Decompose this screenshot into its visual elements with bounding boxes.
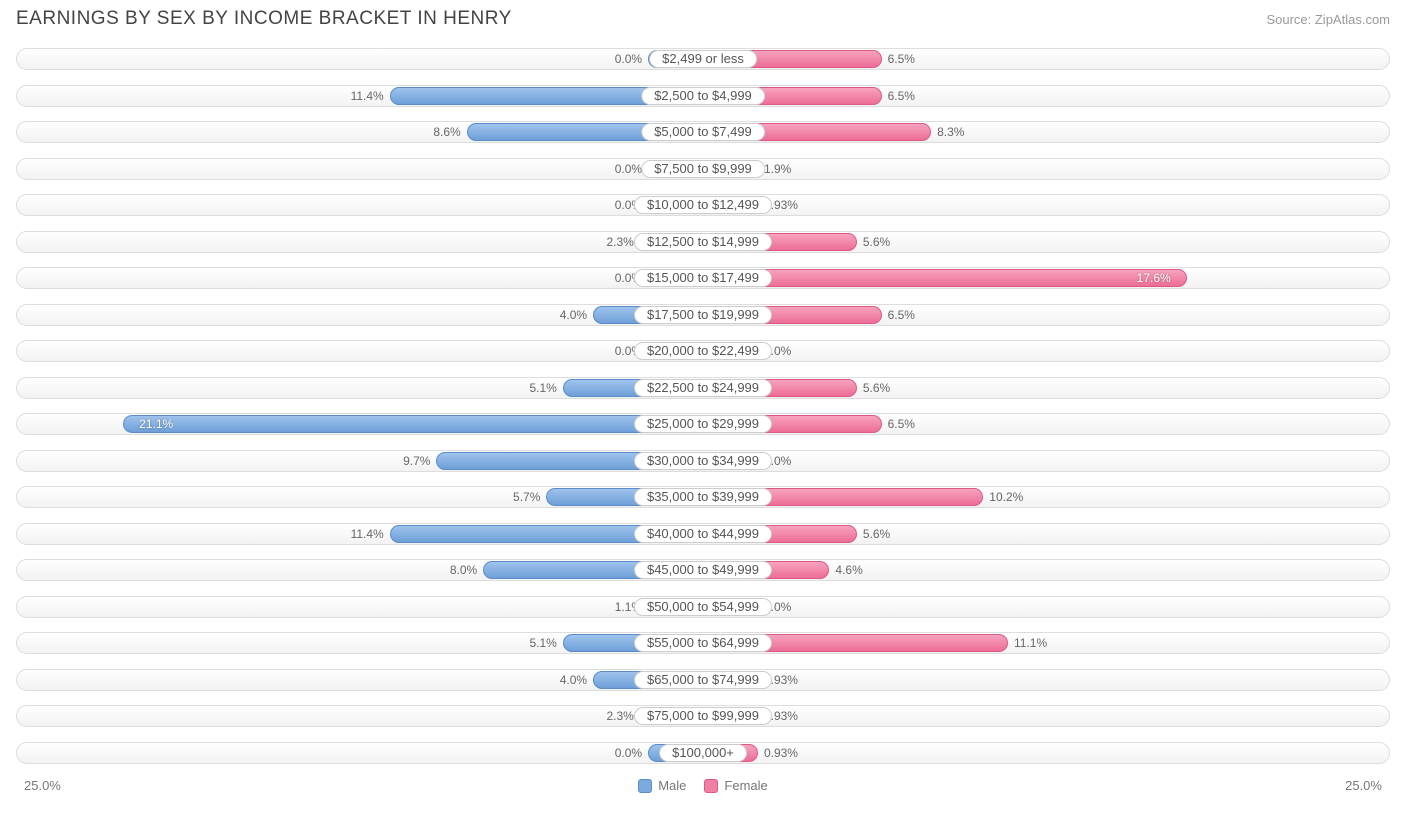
female-pct-label: 5.6% [863, 233, 890, 251]
bracket-label: $2,500 to $4,999 [641, 87, 765, 105]
chart-row: $15,000 to $17,4990.0%17.6% [16, 261, 1390, 296]
bracket-label: $22,500 to $24,999 [634, 379, 772, 397]
bracket-label: $25,000 to $29,999 [634, 415, 772, 433]
female-pct-label: 6.5% [888, 415, 915, 433]
chart-row: $10,000 to $12,4990.0%0.93% [16, 188, 1390, 223]
chart-row: $50,000 to $54,9991.1%0.0% [16, 590, 1390, 625]
female-pct-label: 1.9% [764, 160, 791, 178]
legend-female: Female [704, 778, 767, 793]
female-pct-label: 5.6% [863, 379, 890, 397]
male-pct-label: 9.7% [403, 452, 430, 470]
chart-row: $75,000 to $99,9992.3%0.93% [16, 699, 1390, 734]
legend-male: Male [638, 778, 686, 793]
chart-row: $20,000 to $22,4990.0%0.0% [16, 334, 1390, 369]
chart-row: $55,000 to $64,999 5.1% 11.1% [16, 626, 1390, 661]
bracket-label: $5,000 to $7,499 [641, 123, 765, 141]
male-pct-label: 4.0% [560, 671, 587, 689]
male-pct-label: 0.0% [615, 744, 642, 762]
chart-body: $2,499 or less 0.0% 6.5% $2,500 to $4,999 11… [0, 42, 1406, 770]
female-pct-label: 6.5% [888, 306, 915, 324]
bracket-label: $75,000 to $99,999 [634, 707, 772, 725]
female-pct-label: 5.6% [863, 525, 890, 543]
female-pct-label: 10.2% [989, 488, 1023, 506]
bracket-label: $45,000 to $49,999 [634, 561, 772, 579]
bracket-label: $40,000 to $44,999 [634, 525, 772, 543]
chart-header: EARNINGS BY SEX BY INCOME BRACKET IN HEN… [0, 0, 1406, 42]
bracket-label: $10,000 to $12,499 [634, 196, 772, 214]
chart-source: Source: ZipAtlas.com [1266, 12, 1390, 27]
chart-row: $7,500 to $9,9990.0% 1.9% [16, 152, 1390, 187]
chart-row: $30,000 to $34,9999.7%0.0% [16, 444, 1390, 479]
chart-title: EARNINGS BY SEX BY INCOME BRACKET IN HEN… [16, 8, 512, 30]
bracket-label: $15,000 to $17,499 [634, 269, 772, 287]
chart-row: $2,499 or less 0.0% 6.5% [16, 42, 1390, 77]
male-bar [123, 415, 703, 433]
female-pct-label: 0.93% [764, 744, 798, 762]
chart-row: $12,500 to $14,9992.3% 5.6% [16, 225, 1390, 260]
chart-row: $25,000 to $29,999 21.1% 6.5% [16, 407, 1390, 442]
chart-row: $35,000 to $39,999 5.7% 10.2% [16, 480, 1390, 515]
bracket-label: $2,499 or less [649, 50, 757, 68]
bracket-label: $35,000 to $39,999 [634, 488, 772, 506]
female-pct-label: 8.3% [937, 123, 964, 141]
male-pct-label: 5.1% [530, 379, 557, 397]
legend-female-label: Female [724, 778, 767, 793]
chart-row: $17,500 to $19,999 4.0% 6.5% [16, 298, 1390, 333]
male-pct-label: 0.0% [615, 50, 642, 68]
male-pct-label: 11.4% [351, 525, 384, 543]
chart-row: $65,000 to $74,9994.0%0.93% [16, 663, 1390, 698]
male-pct-label: 2.3% [606, 233, 633, 251]
female-pct-label: 6.5% [888, 50, 915, 68]
male-pct-label: 5.1% [530, 634, 557, 652]
legend: Male Female [638, 778, 768, 793]
male-pct-label: 8.6% [433, 123, 460, 141]
female-pct-label: 11.1% [1014, 634, 1047, 652]
female-bar [703, 269, 1187, 287]
chart-row: $100,000+ 0.0% 0.93% [16, 736, 1390, 771]
axis-right-max: 25.0% [1345, 778, 1382, 793]
male-pct-label: 5.7% [513, 488, 540, 506]
male-pct-label: 4.0% [560, 306, 587, 324]
swatch-female-icon [704, 779, 718, 793]
swatch-male-icon [638, 779, 652, 793]
chart-row: $5,000 to $7,499 8.6% 8.3% [16, 115, 1390, 150]
bracket-label: $50,000 to $54,999 [634, 598, 772, 616]
male-pct-label: 11.4% [351, 87, 384, 105]
chart-footer: 25.0% Male Female 25.0% [0, 772, 1406, 793]
legend-male-label: Male [658, 778, 686, 793]
chart-row: $45,000 to $49,999 8.0% 4.6% [16, 553, 1390, 588]
female-pct-label: 17.6% [1137, 269, 1171, 287]
bracket-label: $17,500 to $19,999 [634, 306, 772, 324]
female-pct-label: 6.5% [888, 87, 915, 105]
male-pct-label: 0.0% [615, 160, 642, 178]
axis-left-max: 25.0% [24, 778, 61, 793]
bracket-label: $55,000 to $64,999 [634, 634, 772, 652]
male-pct-label: 8.0% [450, 561, 477, 579]
male-pct-label: 2.3% [606, 707, 633, 725]
chart-row: $22,500 to $24,999 5.1% 5.6% [16, 371, 1390, 406]
chart-row: $40,000 to $44,999 11.4% 5.6% [16, 517, 1390, 552]
bracket-label: $100,000+ [659, 744, 747, 762]
female-pct-label: 4.6% [835, 561, 862, 579]
bracket-label: $7,500 to $9,999 [641, 160, 765, 178]
male-pct-label: 21.1% [139, 415, 173, 433]
bracket-label: $12,500 to $14,999 [634, 233, 772, 251]
bracket-label: $30,000 to $34,999 [634, 452, 772, 470]
bracket-label: $65,000 to $74,999 [634, 671, 772, 689]
chart-row: $2,500 to $4,999 11.4% 6.5% [16, 79, 1390, 114]
bracket-label: $20,000 to $22,499 [634, 342, 772, 360]
